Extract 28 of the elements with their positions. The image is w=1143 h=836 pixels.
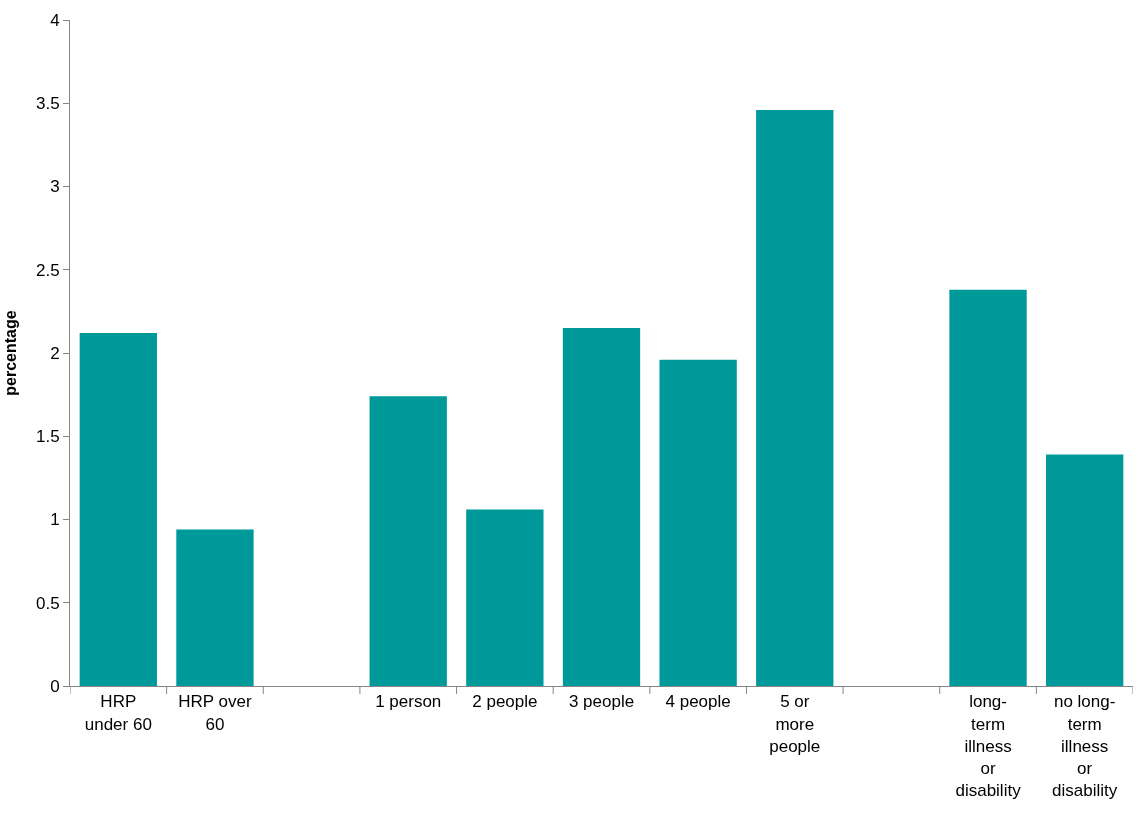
bar [1046, 454, 1124, 686]
y-tick-label: 3 [50, 177, 60, 197]
x-tick-label: 5 or more people [769, 692, 821, 756]
bar [369, 396, 447, 686]
bar [176, 529, 254, 686]
bar [659, 359, 737, 686]
y-tick-label: 2 [50, 343, 60, 363]
x-tick-label: 2 people [472, 692, 538, 712]
x-tick-label: no long-term illness or disability [1052, 692, 1118, 800]
bar [79, 333, 157, 686]
y-tick-label: 4 [50, 10, 60, 30]
y-tick-label: 0 [50, 676, 60, 696]
bar [466, 509, 544, 686]
x-tick-label: 1 person [375, 692, 442, 712]
x-tick-label: 3 people [568, 692, 635, 712]
bar [562, 328, 641, 686]
y-tick-label: 1.5 [35, 427, 60, 447]
x-tick-label: 4 people [665, 692, 731, 712]
y-tick-label: 0.5 [35, 593, 60, 613]
x-tick-label: HRP over 60 [178, 692, 252, 734]
y-axis-title: percentage [1, 310, 19, 396]
bar [756, 109, 834, 686]
x-tick-label: long-term illness or disability [955, 692, 1022, 800]
y-tick-label: 1 [50, 510, 60, 530]
y-tick-label: 3.5 [35, 94, 60, 114]
y-tick-label: 2.5 [35, 260, 60, 280]
bar [949, 289, 1027, 686]
x-tick-label: HRP under 60 [84, 692, 152, 734]
